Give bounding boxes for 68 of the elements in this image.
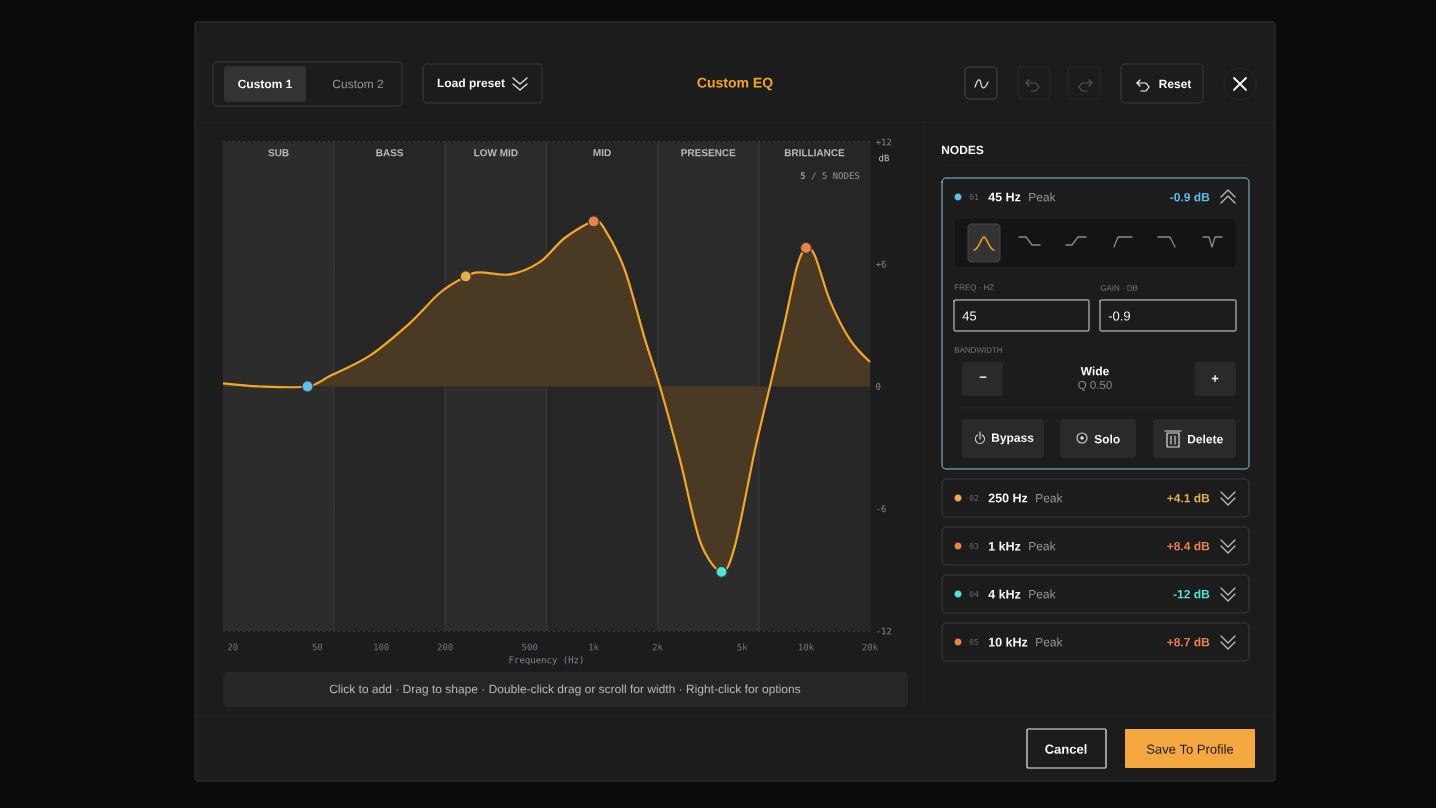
x-axis-title: Frequency (Hz) xyxy=(509,656,583,666)
x-tick-label: 20k xyxy=(862,643,878,651)
x-tick-label: 200 xyxy=(437,643,453,651)
text: Peak xyxy=(1036,637,1063,647)
text: +4.1 dB xyxy=(1167,493,1210,503)
text: -12 dB xyxy=(1173,589,1210,599)
x-tick-label: 2k xyxy=(652,643,663,651)
band-label: BASS xyxy=(376,149,404,157)
x-tick-label: 20 xyxy=(227,643,238,651)
text: 45 xyxy=(962,311,977,321)
band-label: SUB xyxy=(268,149,289,157)
x-tick-label: 500 xyxy=(522,643,538,651)
text: 05 xyxy=(969,638,979,646)
x-tick-label: 50 xyxy=(312,643,323,651)
y-tick-label: +12 xyxy=(875,138,892,146)
text: Bypass xyxy=(992,433,1034,445)
band-label: MID xyxy=(593,149,611,157)
y-tick-label: 0 xyxy=(876,383,881,390)
text: Save To Profile xyxy=(1146,744,1234,754)
point xyxy=(715,565,728,578)
text: -0.9 xyxy=(1108,311,1130,321)
text: − xyxy=(979,376,987,378)
text: Peak xyxy=(1036,493,1063,503)
text: Peak xyxy=(1029,589,1056,599)
text: -0.9 dB xyxy=(1170,192,1210,202)
text: Load preset xyxy=(437,78,505,90)
y-tick-label: -12 xyxy=(877,627,892,635)
band-label: LOW MID xyxy=(474,149,518,157)
y-tick-label: +6 xyxy=(875,260,886,268)
text: NODES xyxy=(942,145,984,155)
text: 02 xyxy=(969,494,979,502)
text: BANDWIDTH xyxy=(954,347,1002,353)
text: 03 xyxy=(969,542,979,550)
text: 45 Hz xyxy=(988,192,1021,202)
text: 04 xyxy=(969,590,979,598)
point xyxy=(459,270,472,283)
text: Custom 2 xyxy=(332,79,384,89)
x-tick-label: 5k xyxy=(737,643,748,651)
y-axis-title: dB xyxy=(879,154,889,162)
point xyxy=(587,215,600,228)
x-tick-label: 1k xyxy=(589,643,599,651)
text: GAIN · DB xyxy=(1100,285,1138,291)
text: Delete xyxy=(1188,434,1223,444)
text: 01 xyxy=(969,193,979,201)
text: Custom 1 xyxy=(238,79,292,89)
x-tick-label: 100 xyxy=(374,643,389,651)
text: 4 kHz xyxy=(988,589,1021,599)
text: +8.7 dB xyxy=(1167,637,1210,647)
text: Q 0.50 xyxy=(1078,380,1112,392)
y-tick-label: -6 xyxy=(877,505,886,513)
text: Peak xyxy=(1029,541,1056,551)
text: Solo xyxy=(1094,434,1120,444)
text: Click to add · Drag to shape · Double-click drag or scroll for width · Right-click for options xyxy=(329,684,801,696)
band-label: BRILLIANCE xyxy=(784,149,845,157)
text: Reset xyxy=(1159,79,1192,89)
text: +8.4 dB xyxy=(1167,541,1210,551)
band-label: PRESENCE xyxy=(681,149,736,157)
text: 1 kHz xyxy=(988,541,1021,551)
text: 10 kHz xyxy=(988,637,1028,647)
text: 250 Hz xyxy=(988,493,1028,503)
text: Wide xyxy=(1080,366,1109,376)
x-tick-label: 10k xyxy=(799,643,815,651)
text: Peak xyxy=(1029,192,1056,202)
chart-title: Custom EQ xyxy=(697,77,773,91)
annotation: 5 / 5 NODES xyxy=(800,172,860,180)
text: Cancel xyxy=(1045,744,1087,754)
text: + xyxy=(1211,375,1219,382)
text: FREQ · HZ xyxy=(954,284,994,292)
